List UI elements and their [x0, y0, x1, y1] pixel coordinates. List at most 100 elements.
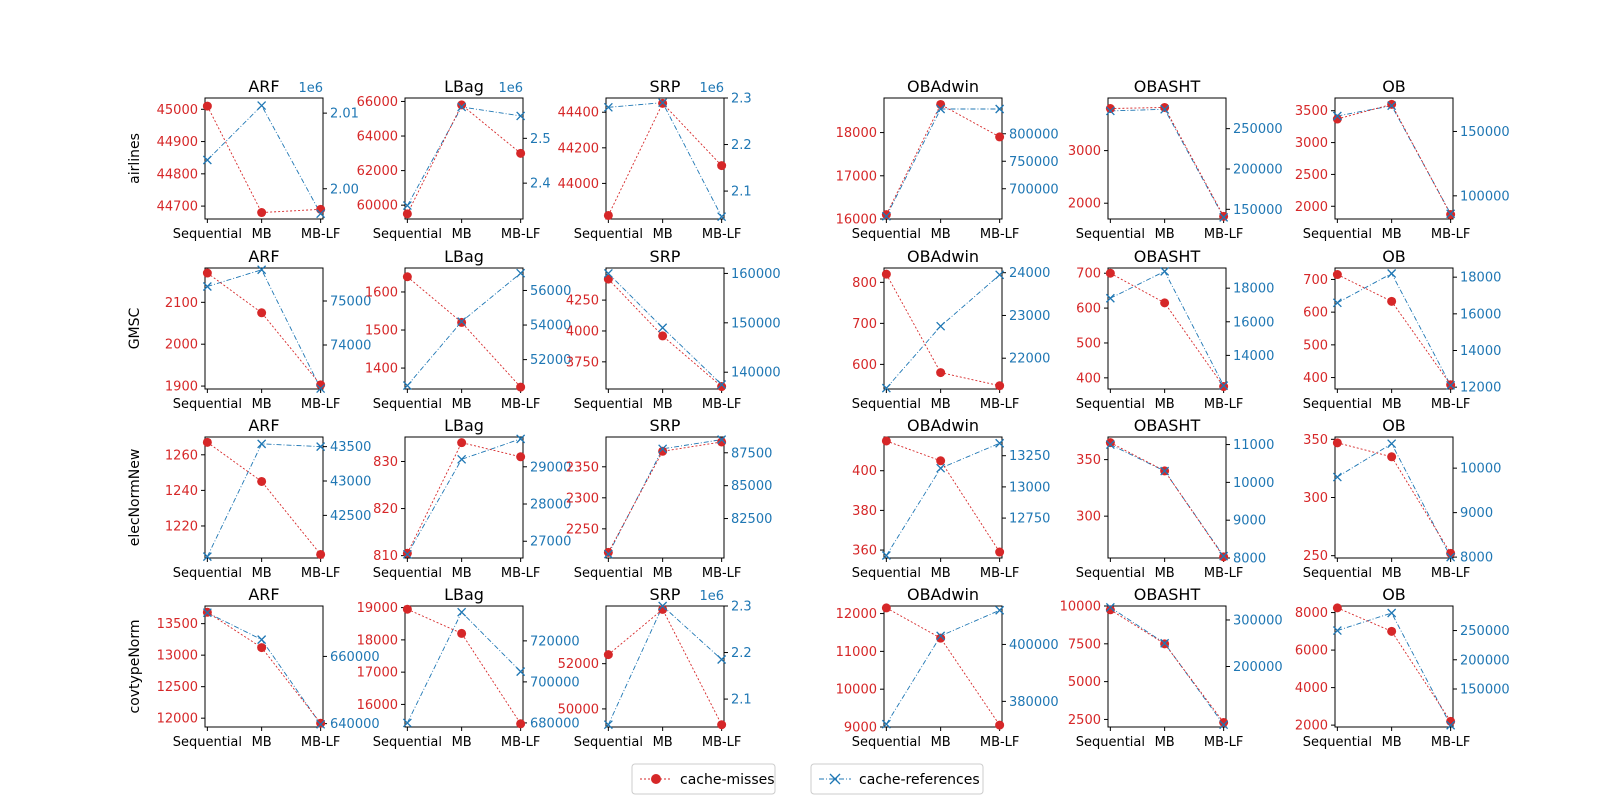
x-tick-label: MB — [653, 566, 673, 581]
right-tick-label: 10000 — [1460, 462, 1501, 477]
x-tick-label: Sequential — [373, 227, 442, 242]
panel-frame — [404, 605, 524, 728]
point-cache-references — [717, 380, 727, 390]
x-tick-label: MB — [1155, 566, 1175, 581]
left-tick-label: 18000 — [357, 633, 398, 648]
panel-frame — [1107, 97, 1227, 220]
series-line-cache-references — [406, 106, 521, 206]
point-cache-references — [1105, 602, 1115, 612]
row-label-airlines: airlines — [127, 133, 143, 184]
left-tick-label: 300 — [1076, 510, 1101, 525]
panel-title: LBag — [444, 77, 484, 96]
point-cache-misses — [316, 204, 326, 214]
point-cache-references — [881, 551, 891, 560]
point-cache-misses — [402, 209, 412, 219]
panel-elecNormNew-SRP: SRP Sequential MB MB-LF 2250 2300 2350 82500 850… — [566, 416, 772, 581]
right-axis-multiplier: 1e6 — [699, 589, 724, 604]
point-cache-references — [402, 549, 412, 559]
panel-frame — [1334, 267, 1454, 390]
point-cache-misses — [257, 308, 267, 318]
x-tick-label: MB-LF — [702, 227, 742, 242]
series-line-cache-misses — [885, 103, 1000, 215]
left-tick-label: 600 — [1303, 306, 1328, 321]
x-tick-label: Sequential — [1303, 566, 1372, 581]
panel-title: ARF — [248, 416, 279, 435]
left-tick-label: 16000 — [836, 213, 877, 228]
point-cache-references — [316, 719, 326, 729]
panel-title: OB — [1382, 247, 1406, 266]
series-line-cache-references — [607, 439, 722, 555]
series-line-cache-misses — [1110, 609, 1224, 723]
right-tick-label: 2.1 — [731, 185, 752, 200]
panel-frame — [1107, 436, 1227, 559]
panel-title: OB — [1382, 416, 1406, 435]
left-tick-label: 820 — [373, 502, 398, 517]
point-cache-misses — [516, 382, 526, 392]
right-tick-label: 150000 — [1233, 203, 1283, 218]
point-cache-references — [202, 552, 212, 562]
left-tick-label: 700 — [1303, 273, 1328, 288]
point-cache-references — [658, 323, 668, 333]
x-tick-label: MB — [1155, 735, 1175, 750]
point-cache-misses — [202, 437, 212, 447]
x-tick-label: Sequential — [173, 735, 242, 750]
point-cache-references — [717, 655, 727, 664]
point-cache-misses — [1105, 104, 1115, 114]
point-cache-misses — [1219, 717, 1229, 727]
left-tick-label: 2000 — [1068, 197, 1101, 212]
point-cache-misses — [1387, 626, 1397, 636]
left-tick-label: 700 — [852, 317, 877, 332]
right-tick-label: 27000 — [530, 535, 571, 550]
series-line-cache-references — [1110, 444, 1225, 557]
x-tick-label: MB — [452, 566, 472, 581]
point-cache-references — [457, 317, 467, 327]
right-tick-label: 16000 — [1460, 307, 1501, 322]
panel-elecNormNew-OB: OB Sequential MB MB-LF 250 300 350 8000 9000 1000… — [1303, 416, 1502, 581]
right-tick-label: 52000 — [530, 353, 571, 368]
panel-covtypeNorm-ARF: ARF Sequential MB MB-LF 12000 12500 13000 13500… — [157, 585, 380, 750]
right-tick-label: 87500 — [731, 446, 772, 461]
point-cache-misses — [881, 210, 891, 220]
x-tick-label: MB-LF — [980, 397, 1020, 412]
legend-label-references: cache-references — [859, 772, 980, 788]
x-tick-label: Sequential — [1303, 227, 1372, 242]
left-tick-label: 360 — [852, 544, 877, 559]
panel-title: ARF — [248, 247, 279, 266]
point-cache-references — [603, 102, 613, 112]
left-tick-label: 1220 — [165, 519, 198, 534]
point-cache-misses — [516, 452, 526, 462]
point-cache-references — [516, 667, 526, 677]
point-cache-references — [881, 719, 891, 729]
left-tick-label: 64000 — [357, 130, 398, 145]
series-line-cache-references — [206, 443, 321, 557]
x-tick-label: MB-LF — [702, 397, 742, 412]
left-tick-label: 10000 — [1060, 600, 1101, 615]
series-line-cache-references — [207, 612, 322, 725]
series-line-cache-misses — [407, 608, 522, 725]
panel-frame — [883, 605, 1003, 728]
point-cache-misses — [1160, 102, 1170, 112]
panel-frame — [883, 97, 1003, 220]
left-tick-label: 12000 — [836, 607, 877, 622]
point-cache-references — [658, 444, 668, 454]
left-tick-label: 44900 — [157, 135, 198, 150]
point-cache-references — [1387, 439, 1397, 449]
point-cache-references — [516, 268, 526, 278]
series-line-cache-misses — [207, 611, 321, 724]
right-tick-label: 10000 — [1233, 476, 1274, 491]
left-tick-label: 17000 — [357, 666, 398, 681]
left-tick-label: 66000 — [357, 95, 398, 110]
point-cache-references — [1105, 293, 1115, 303]
left-tick-label: 2000 — [1295, 719, 1328, 734]
series-line-cache-references — [608, 102, 723, 217]
panel-frame — [1107, 605, 1227, 728]
panel-title: LBag — [444, 416, 484, 435]
series-line-cache-references — [1110, 270, 1225, 386]
point-cache-references — [936, 104, 946, 114]
point-cache-misses — [1219, 211, 1229, 221]
point-cache-misses — [516, 719, 526, 729]
right-tick-label: 200000 — [1233, 660, 1283, 675]
left-tick-label: 2100 — [165, 296, 198, 311]
panel-GMSC-OBASHT: OBASHT Sequential MB MB-LF 400 500 600 700 14000… — [1076, 247, 1275, 412]
panel-GMSC-SRP: SRP Sequential MB MB-LF 3750 4000 4250 140000 15… — [566, 247, 781, 412]
